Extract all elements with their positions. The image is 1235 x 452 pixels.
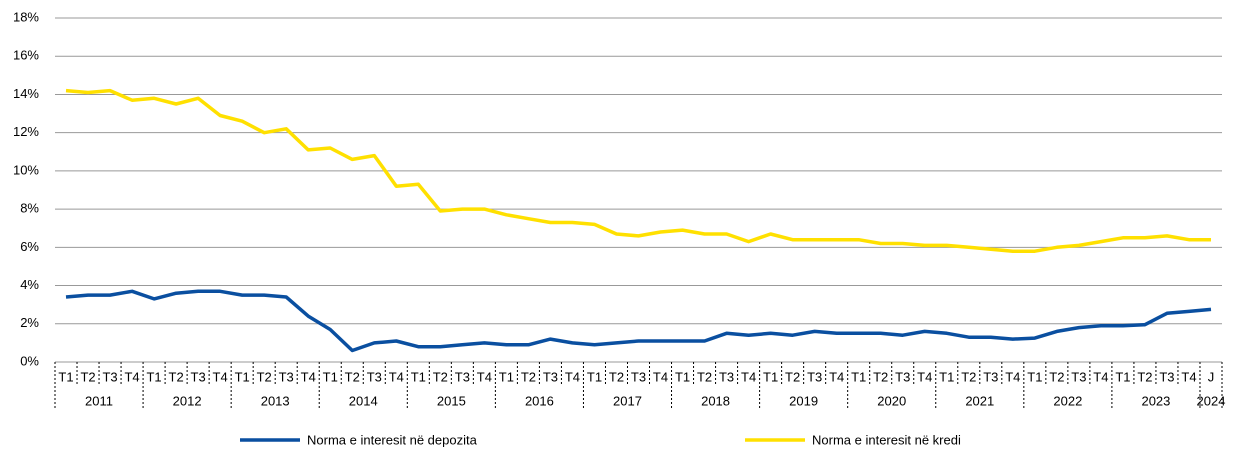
x-group-label: 2023 <box>1141 393 1170 408</box>
x-group-label: 2011 <box>85 393 113 408</box>
y-tick-label: 12% <box>13 124 39 139</box>
x-group-label: 2013 <box>261 393 290 408</box>
legend-label: Norma e interesit në depozita <box>307 432 478 447</box>
x-tick-label: T4 <box>1181 369 1196 384</box>
x-tick-label: T4 <box>213 369 228 384</box>
x-tick-label: T4 <box>741 369 756 384</box>
x-tick-label: T2 <box>873 369 888 384</box>
x-tick-label: T3 <box>543 369 558 384</box>
y-tick-label: 10% <box>13 162 39 177</box>
x-tick-label: T2 <box>257 369 272 384</box>
x-tick-label: T1 <box>323 369 338 384</box>
x-tick-label: T3 <box>279 369 294 384</box>
series-line <box>65 289 1212 353</box>
x-tick-label: T3 <box>983 369 998 384</box>
x-tick-label: T2 <box>521 369 536 384</box>
x-tick-label: T4 <box>1005 369 1020 384</box>
x-tick-label: T4 <box>917 369 932 384</box>
x-tick-label: T2 <box>961 369 976 384</box>
x-group-label: 2021 <box>965 393 994 408</box>
x-tick-label: T3 <box>719 369 734 384</box>
x-tick-label: T3 <box>807 369 822 384</box>
x-tick-label: T1 <box>499 369 514 384</box>
x-tick-label: T2 <box>345 369 360 384</box>
x-group-label: 2022 <box>1053 393 1082 408</box>
x-tick-label: T1 <box>851 369 866 384</box>
x-tick-label: T4 <box>829 369 844 384</box>
x-tick-label: T4 <box>1093 369 1108 384</box>
y-tick-label: 4% <box>20 277 39 292</box>
x-group-label: 2019 <box>789 393 818 408</box>
x-tick-label: T4 <box>301 369 316 384</box>
x-tick-label: T1 <box>411 369 426 384</box>
x-tick-label: T2 <box>697 369 712 384</box>
x-group-label: 2020 <box>877 393 906 408</box>
y-tick-label: 2% <box>20 315 39 330</box>
x-group-label: 2018 <box>701 393 730 408</box>
y-tick-label: 16% <box>13 48 39 63</box>
y-tick-label: 8% <box>20 201 39 216</box>
y-tick-label: 14% <box>13 86 39 101</box>
x-tick-label: T3 <box>191 369 206 384</box>
x-group-label: 2015 <box>437 393 466 408</box>
x-tick-label: T4 <box>565 369 580 384</box>
x-group-label: 2012 <box>173 393 202 408</box>
x-tick-label: T1 <box>146 369 161 384</box>
x-tick-label: T2 <box>433 369 448 384</box>
x-group-label: 2017 <box>613 393 642 408</box>
x-tick-label: J <box>1208 369 1215 384</box>
x-group-label: 2024 <box>1197 393 1226 408</box>
x-tick-label: T1 <box>763 369 778 384</box>
x-tick-label: T2 <box>1049 369 1064 384</box>
x-tick-label: T3 <box>1071 369 1086 384</box>
x-tick-label: T3 <box>1159 369 1174 384</box>
y-tick-label: 18% <box>13 9 39 24</box>
x-tick-label: T3 <box>367 369 382 384</box>
x-tick-label: T3 <box>455 369 470 384</box>
x-tick-label: T1 <box>587 369 602 384</box>
y-tick-label: 6% <box>20 239 39 254</box>
legend-label: Norma e interesit në kredi <box>812 432 961 447</box>
x-tick-label: T1 <box>235 369 250 384</box>
x-tick-label: T3 <box>102 369 117 384</box>
x-tick-label: T4 <box>477 369 492 384</box>
x-tick-label: T4 <box>124 369 139 384</box>
x-tick-label: T3 <box>895 369 910 384</box>
x-tick-label: T1 <box>1027 369 1042 384</box>
y-tick-label: 0% <box>20 353 39 368</box>
x-tick-label: T2 <box>1137 369 1152 384</box>
x-tick-label: T3 <box>631 369 646 384</box>
x-group-label: 2014 <box>349 393 378 408</box>
series-line <box>65 88 1211 253</box>
x-tick-label: T1 <box>675 369 690 384</box>
x-tick-label: T1 <box>939 369 954 384</box>
x-tick-label: T1 <box>1115 369 1130 384</box>
x-tick-label: T2 <box>785 369 800 384</box>
x-group-label: 2016 <box>525 393 554 408</box>
x-tick-label: T2 <box>80 369 95 384</box>
x-tick-label: T2 <box>609 369 624 384</box>
x-tick-label: T4 <box>653 369 668 384</box>
x-tick-label: T2 <box>169 369 184 384</box>
x-tick-label: T4 <box>389 369 404 384</box>
x-tick-label: T1 <box>58 369 73 384</box>
